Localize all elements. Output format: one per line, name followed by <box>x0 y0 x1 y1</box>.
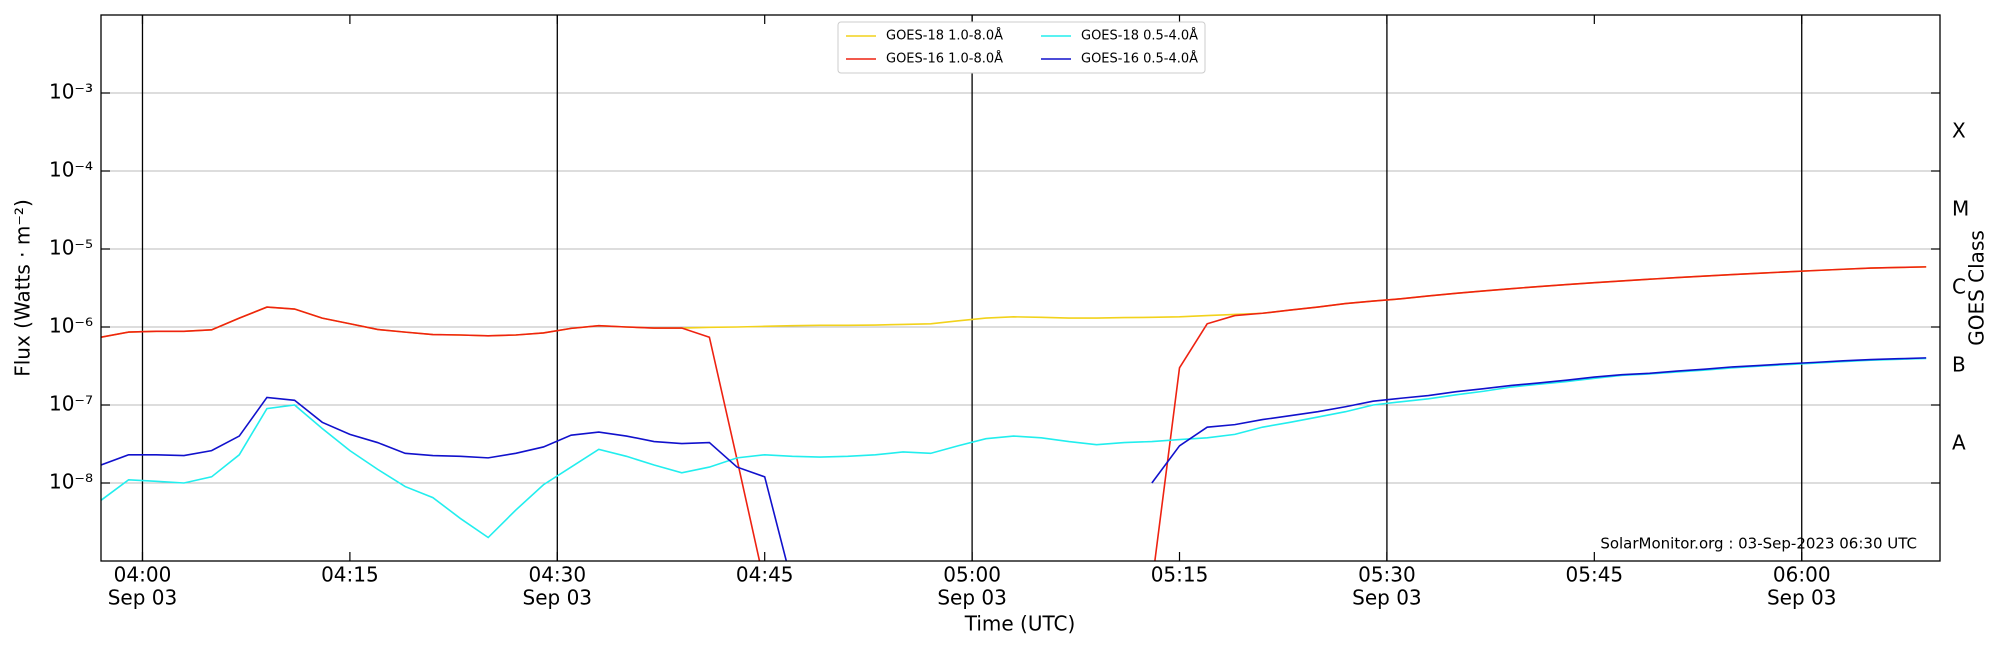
y-tick-label: 10⁻⁴ <box>49 158 93 182</box>
y-tick-label: 10⁻⁷ <box>49 392 93 416</box>
y2-tick-label: M <box>1952 197 1969 221</box>
x-tick-label: 05:45 <box>1566 563 1624 587</box>
y-tick-label: 10⁻³ <box>49 80 93 104</box>
x-tick-label: Sep 03 <box>1767 586 1837 610</box>
y-tick-label: 10⁻⁸ <box>49 470 93 494</box>
series-line <box>1151 357 1927 484</box>
x-tick-label: 04:30 <box>528 563 586 587</box>
legend-label: GOES-18 0.5-4.0Å <box>1081 28 1198 44</box>
annotation: SolarMonitor.org : 03-Sep-2023 06:30 UTC <box>1600 535 1917 553</box>
y-axis-label: Flux (Watts · m⁻²) <box>11 199 35 377</box>
x-tick-label: Sep 03 <box>523 586 593 610</box>
legend-label: GOES-16 1.0-8.0Å <box>886 51 1003 67</box>
x-tick-label: 05:15 <box>1151 563 1209 587</box>
x-tick-label: 04:00 <box>114 563 172 587</box>
legend-label: GOES-16 0.5-4.0Å <box>1081 51 1198 67</box>
y2-tick-label: A <box>1952 431 1966 455</box>
x-tick-label: 05:00 <box>943 563 1001 587</box>
series-line <box>101 396 788 561</box>
x-axis-label: Time (UTC) <box>964 612 1076 636</box>
y-tick-label: 10⁻⁵ <box>49 236 93 260</box>
plot-frame <box>100 14 1941 562</box>
x-tick-label: 04:15 <box>321 563 379 587</box>
series-line <box>101 306 761 561</box>
x-tick-label: Sep 03 <box>108 586 178 610</box>
x-tick-label: 04:45 <box>736 563 794 587</box>
x-tick-label: 06:00 <box>1773 563 1831 587</box>
y2-axis-label: GOES Class <box>1965 230 1989 346</box>
y-tick-label: 10⁻⁶ <box>49 314 93 338</box>
legend-label: GOES-18 1.0-8.0Å <box>886 28 1003 44</box>
y2-tick-label: C <box>1952 275 1966 299</box>
y2-tick-label: B <box>1952 353 1966 377</box>
x-tick-label: Sep 03 <box>1352 586 1422 610</box>
legend-box <box>837 21 1206 74</box>
plot-lines <box>101 266 1927 561</box>
series-line <box>1154 266 1927 561</box>
x-tick-label: Sep 03 <box>937 586 1007 610</box>
x-tick-label: 05:30 <box>1358 563 1416 587</box>
y2-tick-label: X <box>1952 119 1966 143</box>
